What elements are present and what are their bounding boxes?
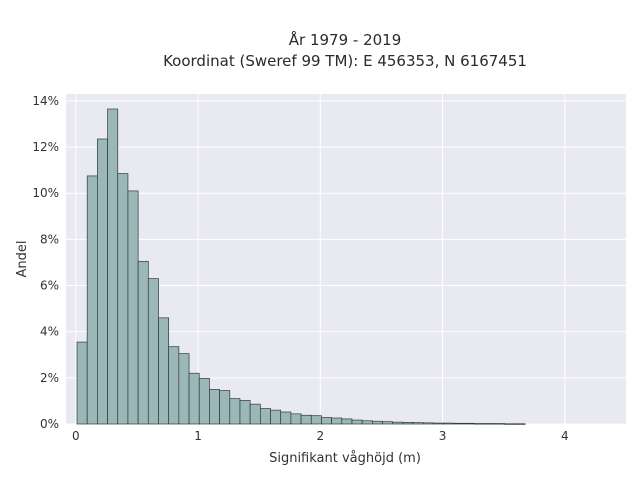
- histogram-bar-7: [147, 278, 159, 425]
- x-axis-label: Signifikant våghöjd (m): [269, 451, 421, 466]
- histogram-bar-43: [514, 423, 526, 425]
- histogram-bar-42: [504, 423, 516, 425]
- histogram-bar-24: [321, 417, 332, 425]
- histogram-bar-2: [97, 138, 108, 425]
- histogram-bar-28: [361, 420, 373, 425]
- histogram-bar-35: [433, 422, 445, 425]
- histogram-bar-30: [382, 421, 394, 425]
- x-tick-label-0: 0: [72, 429, 80, 443]
- histogram-bar-0: [76, 341, 88, 425]
- chart-title-line-2: Koordinat (Sweref 99 TM): E 456353, N 61…: [163, 52, 527, 70]
- histogram-bar-12: [198, 377, 210, 425]
- y-tick-label-7: 14%: [32, 94, 59, 108]
- histogram-bar-1: [86, 175, 98, 425]
- x-tick-label-3: 3: [439, 429, 447, 443]
- y-tick-label-2: 4%: [40, 325, 59, 339]
- histogram-bar-22: [300, 414, 312, 425]
- histogram-bar-8: [158, 317, 170, 425]
- histogram-bar-23: [310, 415, 322, 425]
- histogram-bar-27: [351, 419, 363, 425]
- histogram-bar-15: [229, 398, 241, 425]
- histogram-bar-14: [219, 390, 231, 425]
- y-tick-label-1: 2%: [40, 371, 59, 385]
- y-axis-label: Andel: [15, 241, 30, 278]
- histogram-bar-4: [117, 173, 129, 425]
- y-tick-label-6: 12%: [32, 140, 59, 154]
- histogram-bar-17: [249, 403, 261, 425]
- histogram-bar-9: [168, 346, 180, 425]
- x-tick-label-2: 2: [317, 429, 325, 443]
- histogram-bars: [76, 108, 526, 425]
- histogram-bar-36: [443, 422, 455, 425]
- histogram-bar-20: [280, 411, 292, 425]
- histogram-bar-10: [178, 353, 190, 425]
- y-tick-label-0: 0%: [40, 417, 59, 431]
- chart-title-line-1: År 1979 - 2019: [289, 30, 402, 49]
- y-tick-label-5: 10%: [32, 186, 59, 200]
- histogram-bar-31: [392, 421, 404, 425]
- y-tick-label-4: 8%: [40, 232, 59, 246]
- histogram-bar-40: [484, 423, 495, 425]
- histogram-bar-6: [137, 260, 149, 425]
- histogram-bar-34: [422, 422, 434, 425]
- histogram-bar-21: [290, 413, 302, 425]
- histogram-bar-3: [107, 108, 119, 425]
- x-tick-label-4: 4: [561, 429, 569, 443]
- histogram-bar-32: [402, 422, 414, 425]
- y-axis-ticks: 0% 2% 4% 6% 8% 10% 12% 14%: [32, 94, 59, 431]
- histogram-bar-33: [412, 422, 424, 425]
- histogram-bar-11: [188, 372, 200, 425]
- histogram-bar-25: [331, 417, 343, 425]
- histogram-bar-29: [372, 420, 383, 425]
- histogram-bar-13: [209, 389, 220, 425]
- histogram-bar-38: [463, 422, 475, 425]
- x-axis-ticks: 0 1 2 3 4: [72, 429, 569, 443]
- histogram-bar-41: [494, 423, 506, 425]
- x-tick-label-1: 1: [194, 429, 202, 443]
- histogram-bar-26: [341, 418, 353, 425]
- histogram-bar-37: [453, 422, 465, 425]
- histogram-bar-16: [239, 400, 251, 425]
- histogram-bar-19: [270, 409, 282, 425]
- histogram-bar-5: [127, 190, 139, 425]
- histogram-bar-18: [259, 408, 271, 425]
- y-tick-label-3: 6%: [40, 279, 59, 293]
- histogram-bar-39: [473, 423, 485, 425]
